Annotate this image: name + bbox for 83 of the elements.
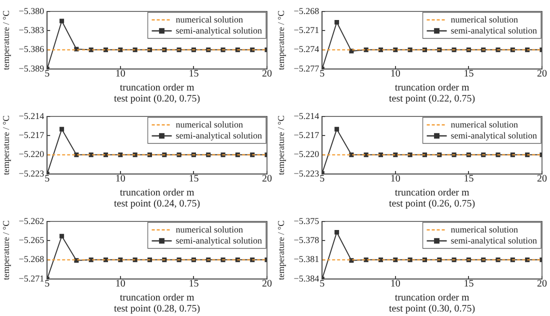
text: test point (0.24, 0.75) — [114, 198, 200, 210]
y-tick-label: −5.274 — [294, 44, 320, 54]
x-tick-label: 10 — [115, 278, 126, 290]
y-tick-label: −5.262 — [18, 216, 44, 226]
x-tick-label: 20 — [537, 278, 547, 290]
text: test point (0.30, 0.75) — [389, 304, 476, 315]
x-tick-label: 5 — [44, 174, 50, 185]
x-tick-label: 5 — [44, 68, 50, 80]
x-tick-label: 20 — [262, 278, 272, 290]
x-tick-label: 10 — [390, 174, 400, 185]
y-axis-title: temperature / °C — [276, 115, 286, 175]
y-tick-label: −5.214 — [18, 110, 45, 121]
y-tick-label: −5.386 — [18, 44, 45, 54]
x-tick-label: 15 — [188, 174, 199, 185]
y-tick-label: −5.271 — [18, 273, 44, 284]
y-axis-title: temperature / °C — [0, 220, 11, 280]
y-tick-label: −5.223 — [294, 168, 320, 178]
y-tick-label: −5.268 — [294, 6, 320, 16]
y-tick-label: −5.277 — [294, 63, 320, 74]
y-axis-title: temperature / °C — [276, 10, 286, 70]
legend-label: semi-analytical solution — [176, 235, 262, 246]
y-tick-label: −5.220 — [294, 149, 320, 160]
x-tick-label: 20 — [262, 68, 272, 80]
y-tick-label: −5.271 — [294, 24, 320, 35]
text: test point (0.26, 0.75) — [389, 198, 476, 210]
legend-label: semi-analytical solution — [450, 235, 538, 246]
x-tick-label: 15 — [464, 278, 474, 290]
y-tick-label: −5.220 — [18, 149, 45, 160]
x-axis-title: truncation order m — [120, 82, 194, 94]
y-tick-label: −5.223 — [18, 168, 45, 178]
y-tick-label: −5.384 — [294, 273, 320, 284]
y-tick-label: −5.375 — [294, 216, 320, 226]
legend-label: numerical solution — [450, 119, 519, 130]
y-tick-label: −5.217 — [18, 130, 45, 140]
y-axis-title: temperature / °C — [0, 115, 11, 175]
y-axis-title: temperature / °C — [0, 10, 11, 70]
legend-label: semi-analytical solution — [176, 130, 262, 140]
y-tick-label: −5.378 — [294, 234, 320, 245]
point — [60, 234, 64, 238]
x-tick-label: 10 — [115, 174, 126, 185]
x-tick-label: 15 — [464, 174, 474, 185]
y-axis-title: temperature / °C — [276, 220, 286, 280]
legend-label: numerical solution — [176, 14, 244, 24]
text: test point (0.20, 0.75) — [114, 94, 200, 105]
point — [334, 20, 340, 25]
y-tick-label: −5.381 — [294, 254, 320, 264]
x-axis-title: truncation order m — [394, 82, 470, 94]
text: test point (0.22, 0.75) — [389, 94, 476, 105]
legend-label: numerical solution — [176, 119, 244, 130]
legend-label: numerical solution — [176, 224, 244, 234]
x-tick-label: 5 — [320, 68, 325, 80]
legend-label: semi-analytical solution — [450, 25, 538, 36]
x-tick-label: 5 — [320, 174, 325, 185]
x-axis-title: truncation order m — [394, 188, 470, 199]
x-tick-label: 15 — [188, 278, 199, 290]
x-tick-label: 10 — [115, 68, 126, 80]
x-tick-label: 5 — [44, 278, 50, 290]
x-axis-title: truncation order m — [120, 188, 194, 199]
x-axis-title: truncation order m — [394, 292, 470, 304]
x-tick-label: 20 — [262, 174, 272, 185]
y-tick-label: −5.214 — [294, 110, 320, 121]
text: test point (0.28, 0.75) — [114, 304, 200, 315]
x-tick-label: 10 — [390, 68, 400, 80]
point — [334, 126, 340, 132]
y-tick-label: −5.268 — [18, 254, 45, 264]
point — [334, 230, 340, 235]
x-axis-title: truncation order m — [120, 292, 194, 304]
x-tick-label: 15 — [464, 68, 474, 80]
legend-label: numerical solution — [450, 14, 519, 24]
legend-label: semi-analytical solution — [450, 130, 538, 140]
x-tick-label: 15 — [188, 68, 199, 80]
x-tick-label: 20 — [537, 68, 547, 80]
legend-label: semi-analytical solution — [176, 25, 262, 36]
y-tick-label: −5.389 — [18, 63, 45, 74]
y-tick-label: −5.217 — [294, 130, 320, 140]
y-tick-label: −5.265 — [18, 234, 45, 245]
x-tick-label: 5 — [320, 278, 325, 290]
x-tick-label: 10 — [390, 278, 400, 290]
legend-label: numerical solution — [450, 224, 519, 234]
y-tick-label: −5.383 — [18, 24, 45, 35]
x-tick-label: 20 — [537, 174, 547, 185]
point — [60, 18, 64, 24]
y-tick-label: −5.380 — [18, 6, 45, 16]
